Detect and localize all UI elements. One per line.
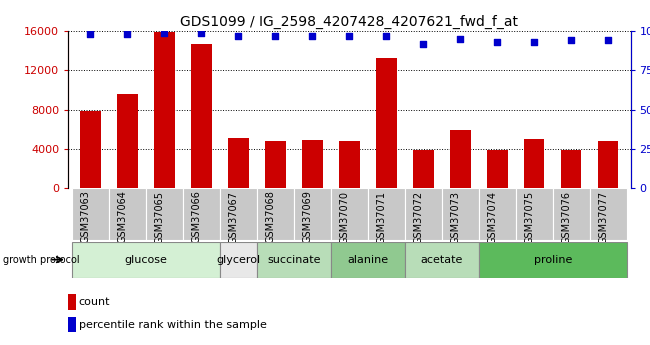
Bar [405, 241, 479, 278]
Bar [405, 188, 442, 240]
Text: acetate: acetate [421, 255, 463, 265]
Bar [479, 241, 627, 278]
Point [455, 36, 465, 42]
Text: GSM37069: GSM37069 [302, 190, 313, 244]
Bar [68, 294, 77, 310]
Bar [552, 188, 590, 240]
Text: succinate: succinate [267, 255, 320, 265]
Bar [80, 110, 101, 188]
Text: GSM37075: GSM37075 [525, 190, 534, 244]
Bar [413, 150, 434, 188]
Text: GSM37071: GSM37071 [376, 190, 386, 244]
Text: GSM37065: GSM37065 [155, 190, 164, 244]
Text: GSM37063: GSM37063 [81, 190, 90, 244]
Point [196, 30, 207, 36]
Text: count: count [79, 297, 110, 307]
Point [233, 33, 244, 39]
Bar [257, 188, 294, 240]
Bar [265, 141, 285, 188]
Point [270, 33, 281, 39]
Bar [183, 188, 220, 240]
Bar [109, 188, 146, 240]
Text: alanine: alanine [347, 255, 389, 265]
Point [529, 39, 539, 45]
Text: proline: proline [534, 255, 572, 265]
Bar [331, 241, 405, 278]
Bar [72, 188, 109, 240]
Bar [479, 188, 516, 240]
Bar [598, 141, 619, 188]
Text: GSM37073: GSM37073 [450, 190, 460, 244]
Bar [72, 241, 220, 278]
Bar [331, 188, 368, 240]
Point [603, 38, 614, 43]
Point [566, 38, 577, 43]
Text: glycerol: glycerol [216, 255, 261, 265]
Bar [561, 150, 582, 188]
Text: GSM37076: GSM37076 [562, 190, 571, 244]
Title: GDS1099 / IG_2598_4207428_4207621_fwd_f_at: GDS1099 / IG_2598_4207428_4207621_fwd_f_… [181, 14, 519, 29]
Bar [442, 188, 479, 240]
Text: GSM37077: GSM37077 [598, 190, 608, 244]
Point [381, 33, 391, 39]
Bar [220, 188, 257, 240]
Bar [368, 188, 405, 240]
Text: GSM37074: GSM37074 [488, 190, 497, 244]
Bar [220, 241, 257, 278]
Point [418, 41, 428, 46]
Bar [154, 32, 175, 188]
Point [122, 31, 133, 37]
Text: percentile rank within the sample: percentile rank within the sample [79, 320, 266, 330]
Bar [376, 58, 396, 188]
Bar [302, 140, 322, 188]
Bar [450, 130, 471, 188]
Bar [487, 150, 508, 188]
Text: glucose: glucose [125, 255, 167, 265]
Point [307, 33, 318, 39]
Text: GSM37068: GSM37068 [265, 190, 276, 244]
Point [85, 31, 96, 37]
Bar [146, 188, 183, 240]
Point [344, 33, 355, 39]
Text: GSM37070: GSM37070 [339, 190, 350, 244]
Text: GSM37067: GSM37067 [228, 190, 239, 244]
Point [492, 39, 502, 45]
Text: GSM37072: GSM37072 [413, 190, 423, 244]
Bar [257, 241, 331, 278]
Text: GSM37066: GSM37066 [191, 190, 202, 244]
Bar [228, 138, 248, 188]
Bar [191, 44, 212, 188]
Bar [294, 188, 331, 240]
Text: growth protocol: growth protocol [3, 255, 80, 265]
Bar [339, 141, 359, 188]
Bar [516, 188, 552, 240]
Text: GSM37064: GSM37064 [118, 190, 127, 244]
Bar [117, 94, 138, 188]
Point [159, 30, 170, 36]
Bar [524, 139, 545, 188]
Bar [68, 317, 77, 333]
Bar [590, 188, 627, 240]
